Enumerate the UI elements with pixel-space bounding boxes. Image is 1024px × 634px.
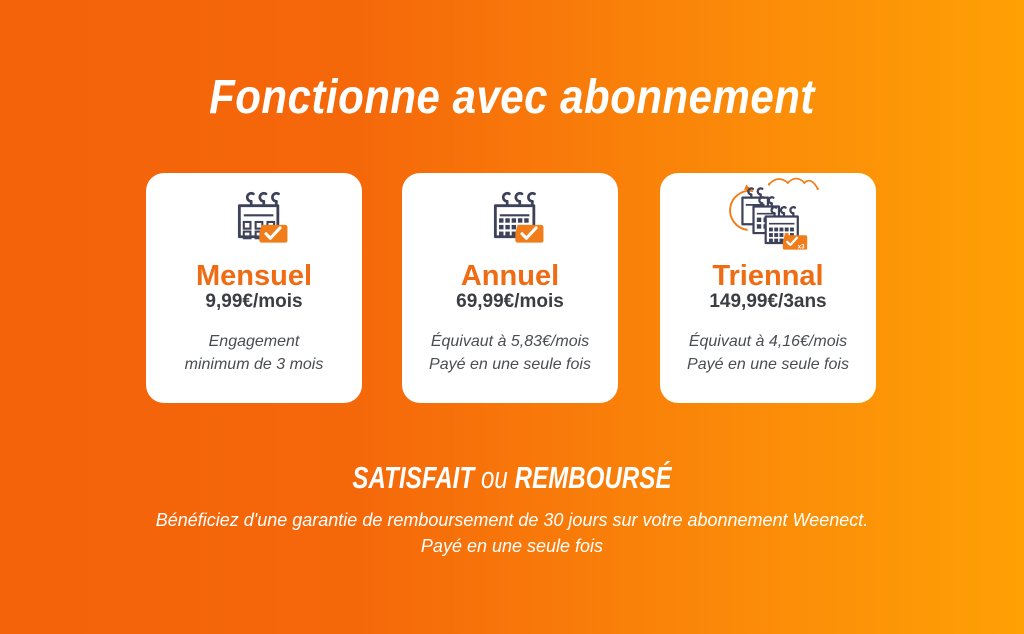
svg-text:x3: x3 <box>798 244 805 251</box>
